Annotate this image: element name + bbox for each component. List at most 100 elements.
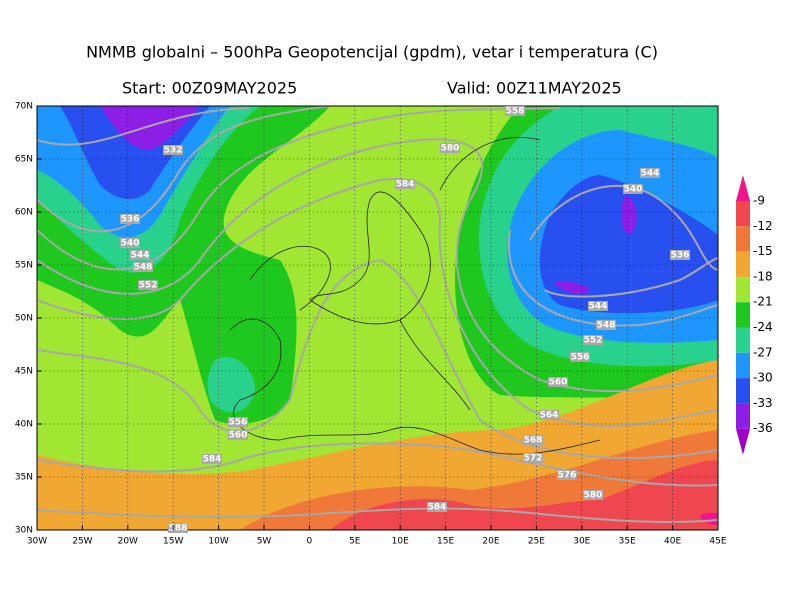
colorbar-label: -36 — [753, 421, 773, 435]
colorbar-label: -15 — [753, 244, 773, 258]
colorbar-label: -9 — [753, 194, 765, 208]
contour-label-bg — [588, 301, 608, 311]
colorbar-label: -27 — [753, 345, 773, 359]
lat-label: 70N — [15, 102, 33, 112]
lon-label: 10W — [208, 537, 228, 547]
lon-label: 5W — [257, 537, 272, 547]
colorbar-label: -21 — [753, 295, 773, 309]
contour-label: 544 — [641, 169, 660, 179]
colorbar-swatch — [736, 226, 750, 252]
contour-label-bg — [539, 410, 559, 420]
contour-label-bg — [505, 106, 525, 116]
contour-label-bg — [523, 435, 543, 445]
contour-label-bg — [202, 454, 222, 464]
valid-time: Valid: 00Z11MAY2025 — [447, 79, 622, 98]
contour-label: 544 — [131, 251, 150, 261]
contour-label: 552 — [139, 281, 158, 291]
colorbar-label: -24 — [753, 320, 773, 334]
lat-label: 50N — [15, 314, 33, 324]
contour-label-bg — [163, 145, 183, 155]
start-time: Start: 00Z09MAY2025 — [122, 79, 297, 98]
contour-label: 572 — [524, 454, 543, 464]
colorbar-triangle — [736, 175, 750, 201]
contour-label-bg — [138, 280, 158, 290]
lon-label: 15E — [437, 537, 454, 547]
contour-label-bg — [440, 143, 460, 153]
colorbar-swatch — [736, 378, 750, 404]
contour-label: 560 — [549, 378, 568, 388]
contour-label-bg — [133, 262, 153, 272]
contour-label-bg — [228, 417, 248, 427]
lon-label: 30W — [27, 537, 47, 547]
contour-label: 584 — [203, 455, 222, 465]
colorbar-swatch — [736, 352, 750, 379]
lat-label: 60N — [15, 208, 33, 218]
contour-label-bg — [168, 523, 188, 533]
contour-label-bg — [557, 470, 577, 480]
contour-label: 588 — [169, 524, 188, 534]
contour-label: 584 — [396, 180, 415, 190]
contour-label: 540 — [121, 239, 140, 249]
contour-label-bg — [583, 490, 603, 500]
contour-label: 576 — [558, 471, 577, 481]
contour-label-bg — [596, 320, 616, 330]
colorbar-swatch — [736, 302, 750, 328]
lat-label: 35N — [15, 473, 33, 483]
colorbar-swatch — [736, 327, 750, 353]
lon-label: 35E — [619, 537, 636, 547]
contour-label: 558 — [506, 107, 525, 117]
contour-label: 556 — [229, 418, 248, 428]
lon-label: 25E — [528, 537, 545, 547]
colorbar-swatch — [736, 403, 750, 429]
colorbar-triangle — [736, 428, 750, 455]
contour-label: 564 — [540, 411, 559, 421]
lon-label: 5E — [349, 537, 361, 547]
colorbar-label: -18 — [753, 269, 773, 283]
contour-label-bg — [427, 502, 447, 512]
contour-label-bg — [228, 430, 248, 440]
contour-label: 548 — [134, 263, 153, 273]
contour-label: 580 — [584, 491, 603, 501]
contour-labels: 558 532 580 584 544 540 536 540 544 548 552 536 544 5… — [120, 106, 690, 534]
lon-label: 40E — [664, 537, 681, 547]
contour-label-bg — [130, 250, 150, 260]
contour-label: 532 — [164, 146, 183, 156]
colorbar-label: -30 — [753, 371, 773, 385]
colorbar-swatch — [736, 201, 750, 227]
contour-label-bg — [670, 250, 690, 260]
lon-label: 0 — [307, 537, 313, 547]
lat-label: 30N — [15, 526, 33, 536]
contour-label-bg — [548, 377, 568, 387]
contour-label-bg — [623, 184, 643, 194]
contour-label-bg — [583, 335, 603, 345]
contour-label-bg — [120, 214, 140, 224]
contour-label: 552 — [584, 336, 603, 346]
contour-label: 556 — [571, 353, 590, 363]
lon-label: 30E — [573, 537, 590, 547]
contour-label: 536 — [671, 251, 690, 261]
contour-label-bg — [395, 179, 415, 189]
lon-label: 10E — [392, 537, 409, 547]
colorbar-label: -33 — [753, 396, 773, 410]
colorbar-swatch — [736, 251, 750, 277]
contour-label: 580 — [441, 144, 460, 154]
lon-label: 25W — [72, 537, 92, 547]
lat-label: 45N — [15, 367, 33, 377]
graticule — [37, 106, 718, 530]
field — [37, 106, 718, 530]
contour-label: 548 — [597, 321, 616, 331]
title: NMMB globalni – 500hPa Geopotencijal (gp… — [86, 43, 658, 62]
contour-label: 560 — [229, 431, 248, 441]
lat-label: 55N — [15, 261, 33, 271]
lon-label: 45E — [709, 537, 726, 547]
contour-label-bg — [523, 453, 543, 463]
lon-label: 20E — [482, 537, 499, 547]
contour-label-bg — [640, 168, 660, 178]
colorbar-swatch — [736, 276, 750, 303]
lat-label: 65N — [15, 155, 33, 165]
lon-label: 15W — [163, 537, 183, 547]
contour-label: 568 — [524, 436, 543, 446]
contour-label: 536 — [121, 215, 140, 225]
